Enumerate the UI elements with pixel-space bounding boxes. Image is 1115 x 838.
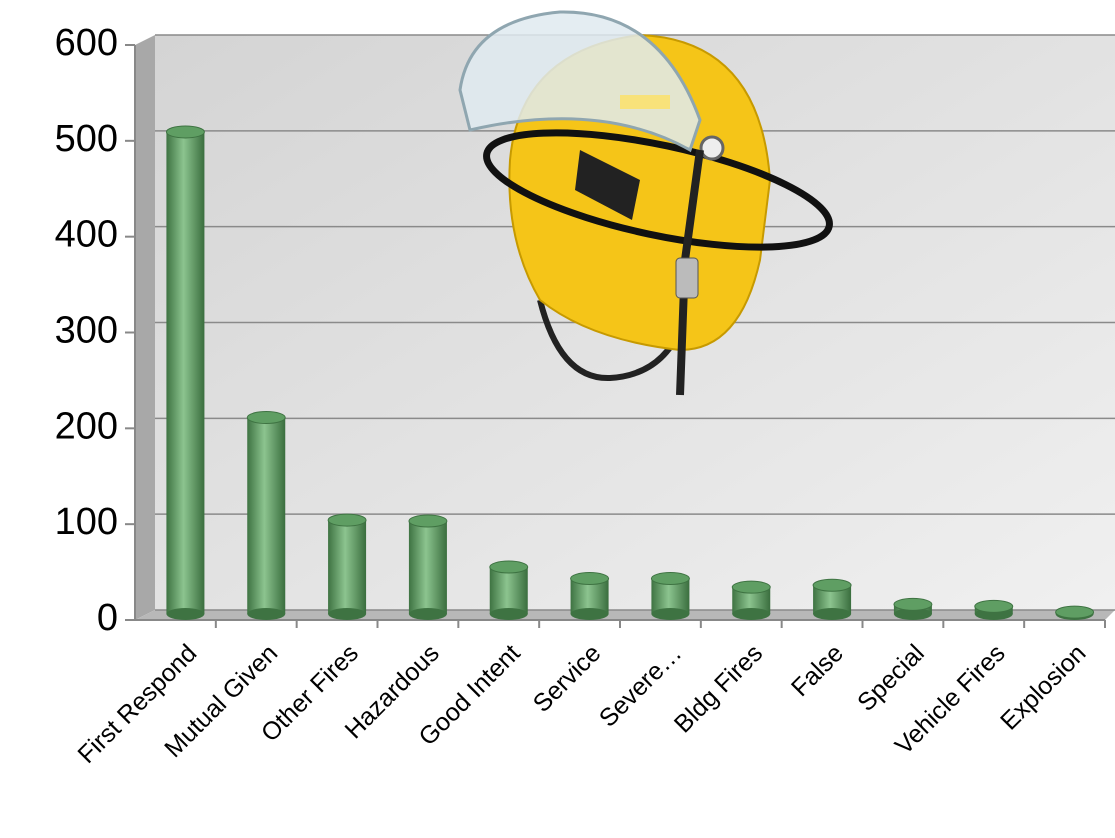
y-tick-label: 600 (55, 22, 118, 64)
bar-base (570, 608, 609, 620)
bar-body (408, 521, 447, 614)
bar (165, 125, 205, 620)
visor (458, 10, 702, 153)
y-tick-label: 200 (55, 405, 118, 447)
visor-pivot (699, 135, 725, 161)
side-wall (135, 35, 155, 620)
y-tick-label: 100 (55, 501, 118, 543)
bar (489, 560, 529, 620)
bar (893, 597, 933, 620)
bar-top (974, 599, 1014, 613)
bar-top (570, 572, 610, 586)
y-tick-label: 400 (55, 214, 118, 256)
x-tick-label: Service (528, 639, 607, 718)
bar (327, 513, 367, 620)
bar-top (327, 513, 367, 527)
bars (165, 125, 1095, 620)
x-tick-label: Bldg Fires (669, 639, 768, 738)
bar-body (166, 131, 205, 615)
bar (246, 411, 286, 620)
x-tick-label: Explosion (995, 639, 1091, 735)
bar-top (893, 597, 933, 611)
bar (1055, 605, 1095, 620)
x-tick-label: False (786, 639, 849, 702)
bar-base (732, 608, 771, 620)
bar-body (328, 520, 367, 614)
bar-base (408, 608, 447, 620)
bar (570, 572, 610, 620)
bar-base (813, 608, 852, 620)
bar-top (489, 560, 529, 574)
helmet-illustration (458, 10, 833, 396)
bar-top (246, 411, 286, 425)
bar-top (731, 580, 771, 594)
bar-top (812, 578, 852, 592)
bar-top (1055, 605, 1095, 619)
bar-top (650, 572, 690, 586)
floor (135, 610, 1115, 620)
y-tick-label: 0 (97, 597, 118, 639)
bar-base (651, 608, 690, 620)
bar (650, 572, 690, 620)
bar-base (893, 608, 932, 620)
helmet-band (575, 150, 640, 220)
bar-base (489, 608, 528, 620)
bar (408, 514, 448, 620)
y-tick-label: 500 (55, 118, 118, 160)
helmet-brim (483, 129, 833, 251)
bar-base (247, 608, 286, 620)
bar-body (247, 417, 286, 614)
bar-body (489, 567, 528, 614)
x-tick-label: Special (852, 639, 930, 717)
bar-top (408, 514, 448, 528)
bar-base (328, 608, 367, 620)
bar (731, 580, 771, 620)
y-tick-label: 300 (55, 310, 118, 352)
bar (812, 578, 852, 620)
bar-top (165, 125, 205, 139)
buckle (675, 257, 699, 299)
reflective-strip (620, 95, 670, 109)
chin-strap (537, 299, 683, 382)
bar-base (166, 608, 205, 620)
bar (974, 599, 1014, 620)
